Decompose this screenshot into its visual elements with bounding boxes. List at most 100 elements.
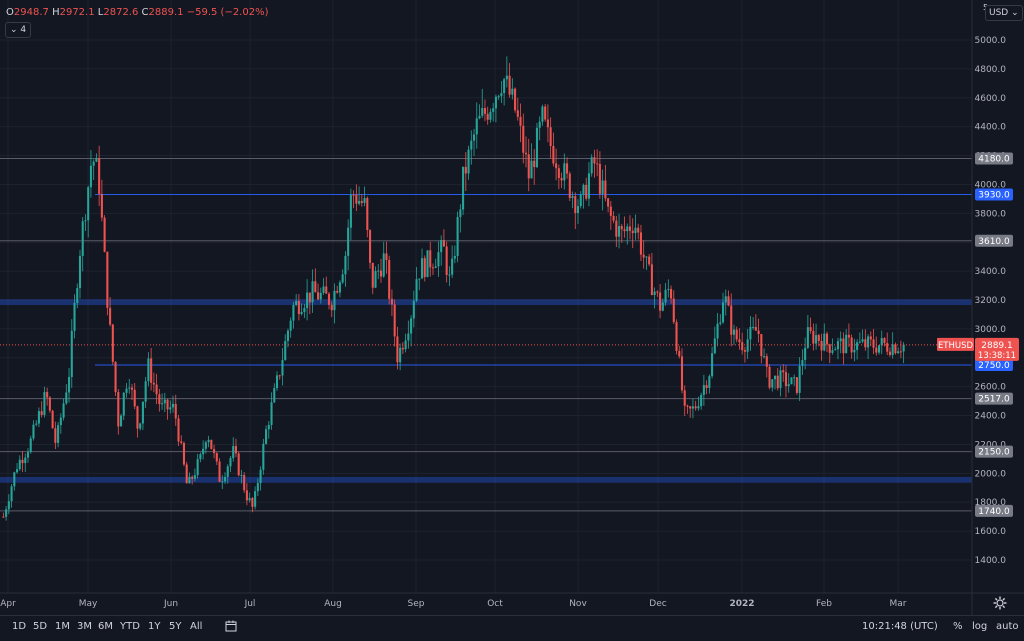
candle-body — [106, 251, 109, 308]
candle-body — [240, 475, 243, 477]
candle-body — [768, 366, 771, 388]
level-label-text: 2517.0 — [978, 395, 1010, 405]
candle-body — [598, 163, 601, 194]
gear-icon[interactable] — [993, 596, 1007, 610]
candle-body — [122, 392, 125, 416]
candle-body — [497, 96, 500, 98]
candle-body — [711, 353, 714, 377]
candle-body — [516, 110, 519, 117]
candle-body — [103, 217, 106, 252]
percent-toggle[interactable]: % — [953, 621, 963, 632]
timeframe-5d-button[interactable]: 5D — [33, 621, 48, 632]
candle-body — [218, 461, 221, 482]
candle-body — [489, 111, 492, 120]
candle-body — [514, 88, 517, 111]
log-toggle[interactable]: log — [972, 621, 988, 632]
candle-body — [155, 384, 158, 395]
symbol-label: ETHUSD — [938, 341, 974, 351]
candle-body — [552, 145, 555, 164]
candle-body — [95, 158, 98, 162]
candle-body — [322, 286, 325, 293]
timeframe-5y-button[interactable]: 5Y — [169, 621, 182, 632]
time-tick-label: Aug — [324, 599, 342, 609]
candle-body — [210, 439, 213, 449]
timeframe-3m-button[interactable]: 3M — [77, 621, 92, 632]
candle-body — [467, 149, 470, 174]
time-axis[interactable]: Apr May Jun Jul Aug Sep Oct Nov Dec 2022 Feb Mar — [0, 599, 907, 609]
candle-body — [524, 152, 528, 155]
currency-select[interactable]: USD ⌄ — [985, 5, 1023, 21]
candle-body — [727, 296, 730, 306]
currency-value: USD — [989, 8, 1009, 18]
timeframe-1d-button[interactable]: 1D — [12, 621, 27, 632]
candle-body — [270, 402, 273, 425]
candle-body — [117, 392, 120, 427]
candle-body — [390, 298, 393, 305]
timeframe-ytd-button[interactable]: YTD — [120, 621, 140, 632]
countdown-label: 13:38:11 — [978, 351, 1016, 361]
timeframe-all-button[interactable]: All — [190, 621, 203, 632]
candle-body — [639, 232, 642, 255]
auto-toggle[interactable]: auto — [996, 621, 1019, 632]
low-label: L — [97, 7, 104, 18]
change-value: −59.5 (−2.02%) — [186, 7, 269, 18]
candle-body — [779, 370, 782, 389]
calendar-icon[interactable] — [225, 620, 237, 632]
candle-body — [503, 79, 506, 94]
price-tick-label: 3400.0 — [975, 267, 1007, 277]
candle-body — [530, 160, 533, 179]
candle-body — [81, 221, 84, 256]
timeframe-6m-button[interactable]: 6M — [98, 621, 113, 632]
candle-body — [185, 464, 188, 484]
candle-body — [59, 417, 62, 426]
level-label-box — [975, 445, 1013, 458]
timeframe-1m-button[interactable]: 1M — [55, 621, 70, 632]
candle-body — [448, 274, 451, 276]
candle-body — [721, 302, 725, 323]
candle-body — [508, 75, 511, 95]
candle-body — [344, 255, 347, 275]
level-label-text: 2750.0 — [978, 361, 1010, 371]
candle-body — [831, 350, 834, 353]
candle-body — [292, 304, 295, 321]
candle-body — [437, 252, 440, 267]
candle-body — [568, 173, 571, 198]
indicators-collapse-button[interactable]: ⌄ 4 — [5, 22, 32, 38]
candle-body — [492, 108, 495, 112]
candle-body — [265, 429, 268, 444]
candle-body — [825, 333, 829, 345]
close-label: C — [141, 7, 149, 18]
candle-body — [65, 392, 68, 404]
candle-body — [245, 490, 248, 501]
clock-time[interactable]: 10:21:48 (UTC) — [862, 621, 938, 632]
candle-body — [295, 300, 298, 305]
last-price-marker: ETHUSD 2889.113:38:11 — [0, 337, 1019, 361]
candle-body — [431, 267, 435, 269]
candle-body — [776, 375, 779, 389]
candle-body — [716, 323, 719, 339]
candle-body — [494, 96, 497, 109]
candle-body — [333, 290, 336, 311]
level-label-box — [975, 152, 1013, 165]
price-tick-label: 4800.0 — [975, 65, 1007, 75]
timeframe-1y-button[interactable]: 1Y — [148, 621, 161, 632]
candle-body — [284, 341, 287, 361]
candle-body — [760, 333, 763, 357]
candle-body — [78, 255, 82, 289]
candle-body — [114, 361, 117, 393]
candle-body — [273, 388, 276, 403]
candle-body — [667, 288, 670, 290]
time-tick-label: Jul — [244, 599, 256, 609]
candle-body — [587, 173, 590, 199]
candle-body — [377, 270, 380, 272]
indicators-count: 4 — [20, 25, 27, 35]
candle-body — [229, 458, 232, 467]
level-label-text: 4180.0 — [978, 154, 1010, 164]
candle-body — [812, 330, 815, 344]
candle-body — [702, 385, 705, 395]
candle-body — [470, 140, 473, 150]
candle-body — [388, 259, 391, 299]
candle-body — [642, 254, 645, 258]
candle-body — [842, 338, 845, 354]
